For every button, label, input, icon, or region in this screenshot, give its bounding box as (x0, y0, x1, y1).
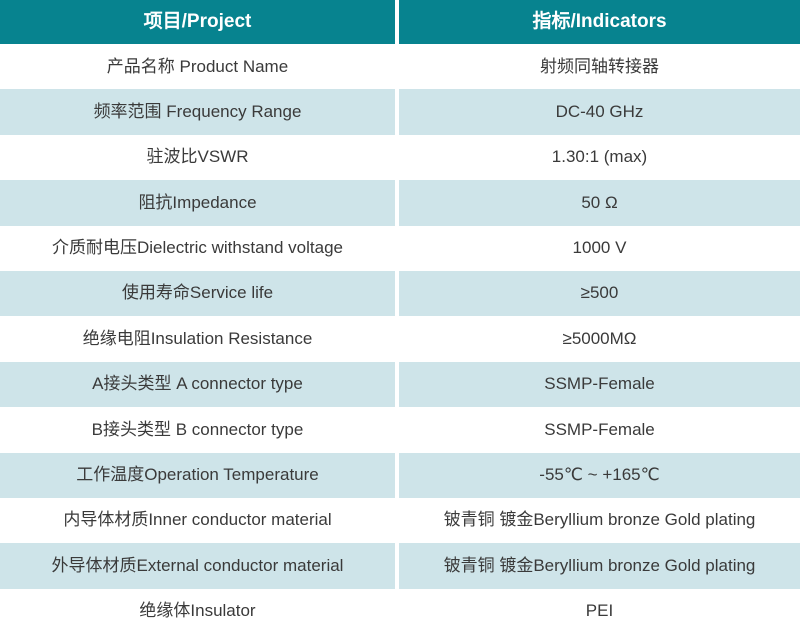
indicator-cell: 1.30:1 (max) (399, 134, 800, 181)
column-divider (395, 0, 399, 44)
project-cell: 绝缘电阻Insulation Resistance (0, 316, 395, 362)
header-cell-indicators: 指标/Indicators (399, 0, 800, 44)
table-row-vswr: 驻波比VSWR 1.30:1 (max) (0, 134, 800, 181)
column-divider (395, 316, 399, 362)
column-divider (395, 588, 399, 634)
indicator-cell: ≥500 (399, 270, 800, 317)
project-cell: 阻抗Impedance (0, 180, 395, 226)
project-cell: 绝缘体Insulator (0, 588, 395, 634)
indicator-cell: 铍青铜 镀金Beryllium bronze Gold plating (399, 543, 800, 589)
table-row-insulation-resistance: 绝缘电阻Insulation Resistance ≥5000MΩ (0, 316, 800, 362)
project-cell: 产品名称 Product Name (0, 44, 395, 90)
project-cell: 介质耐电压Dielectric withstand voltage (0, 225, 395, 271)
table-row-operation-temperature: 工作温度Operation Temperature -55℃ ~ +165℃ (0, 452, 800, 498)
project-cell: 外导体材质External conductor material (0, 543, 395, 589)
indicator-cell: PEI (399, 588, 800, 634)
project-cell: 频率范围 Frequency Range (0, 89, 395, 135)
column-divider (395, 44, 399, 90)
project-cell: 驻波比VSWR (0, 134, 395, 181)
indicator-cell: SSMP-Female (399, 407, 800, 453)
table-row-external-conductor-material: 外导体材质External conductor material 铍青铜 镀金B… (0, 543, 800, 589)
table-row-impedance: 阻抗Impedance 50 Ω (0, 180, 800, 226)
project-cell: B接头类型 B connector type (0, 407, 395, 453)
indicator-cell: 50 Ω (399, 180, 800, 226)
table-row-insulator: 绝缘体Insulator PEI (0, 588, 800, 634)
project-cell: 工作温度Operation Temperature (0, 452, 395, 498)
column-divider (395, 270, 399, 317)
table-row-a-connector-type: A接头类型 A connector type SSMP-Female (0, 361, 800, 408)
indicator-cell: 1000 V (399, 225, 800, 271)
project-cell: 内导体材质Inner conductor material (0, 497, 395, 544)
column-divider (395, 452, 399, 498)
indicator-cell: DC-40 GHz (399, 89, 800, 135)
column-divider (395, 361, 399, 408)
table-row-dielectric-withstand-voltage: 介质耐电压Dielectric withstand voltage 1000 V (0, 225, 800, 271)
indicator-cell: ≥5000MΩ (399, 316, 800, 362)
indicator-cell: SSMP-Female (399, 361, 800, 408)
table-row-inner-conductor-material: 内导体材质Inner conductor material 铍青铜 镀金Bery… (0, 497, 800, 544)
table-row-product-name: 产品名称 Product Name 射频同轴转接器 (0, 44, 800, 90)
table-header-row: 项目/Project 指标/Indicators (0, 0, 800, 44)
column-divider (395, 407, 399, 453)
table-row-service-life: 使用寿命Service life ≥500 (0, 270, 800, 317)
project-cell: 使用寿命Service life (0, 270, 395, 317)
indicator-cell: 铍青铜 镀金Beryllium bronze Gold plating (399, 497, 800, 544)
column-divider (395, 225, 399, 271)
table-row-b-connector-type: B接头类型 B connector type SSMP-Female (0, 407, 800, 453)
column-divider (395, 89, 399, 135)
header-cell-project: 项目/Project (0, 0, 395, 44)
column-divider (395, 180, 399, 226)
indicator-cell: 射频同轴转接器 (399, 44, 800, 90)
project-cell: A接头类型 A connector type (0, 361, 395, 408)
indicator-cell: -55℃ ~ +165℃ (399, 452, 800, 498)
table-row-frequency-range: 频率范围 Frequency Range DC-40 GHz (0, 89, 800, 135)
column-divider (395, 134, 399, 181)
column-divider (395, 543, 399, 589)
column-divider (395, 497, 399, 544)
